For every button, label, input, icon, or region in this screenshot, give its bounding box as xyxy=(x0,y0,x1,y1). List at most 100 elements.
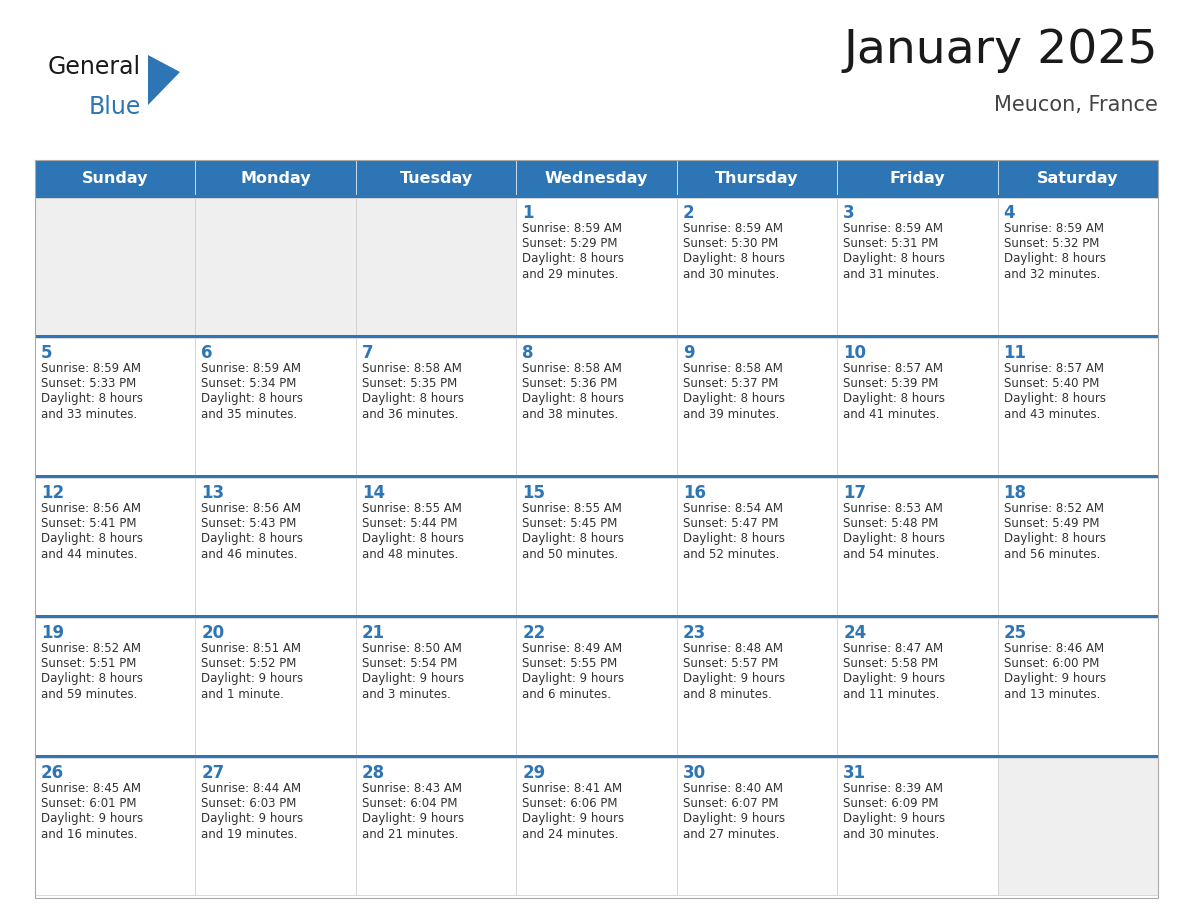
Text: Sunset: 5:45 PM: Sunset: 5:45 PM xyxy=(523,517,618,530)
Text: Sunrise: 8:57 AM: Sunrise: 8:57 AM xyxy=(843,362,943,375)
Text: 2: 2 xyxy=(683,204,694,222)
Text: 9: 9 xyxy=(683,344,694,362)
Text: Sunset: 6:06 PM: Sunset: 6:06 PM xyxy=(523,797,618,810)
Text: Sunrise: 8:49 AM: Sunrise: 8:49 AM xyxy=(523,642,623,655)
Text: 31: 31 xyxy=(843,764,866,782)
Text: Daylight: 8 hours
and 46 minutes.: Daylight: 8 hours and 46 minutes. xyxy=(202,532,303,561)
Text: Daylight: 9 hours
and 19 minutes.: Daylight: 9 hours and 19 minutes. xyxy=(202,812,304,841)
Text: Sunday: Sunday xyxy=(82,172,148,186)
Text: Sunrise: 8:45 AM: Sunrise: 8:45 AM xyxy=(42,782,141,795)
Text: Daylight: 8 hours
and 38 minutes.: Daylight: 8 hours and 38 minutes. xyxy=(523,392,624,421)
Text: Daylight: 8 hours
and 56 minutes.: Daylight: 8 hours and 56 minutes. xyxy=(1004,532,1106,561)
Text: Sunrise: 8:58 AM: Sunrise: 8:58 AM xyxy=(683,362,783,375)
Text: Sunset: 5:51 PM: Sunset: 5:51 PM xyxy=(42,657,137,670)
Text: Sunrise: 8:59 AM: Sunrise: 8:59 AM xyxy=(202,362,302,375)
Text: Sunrise: 8:59 AM: Sunrise: 8:59 AM xyxy=(523,222,623,235)
Text: Sunset: 5:55 PM: Sunset: 5:55 PM xyxy=(523,657,618,670)
Text: Sunrise: 8:59 AM: Sunrise: 8:59 AM xyxy=(843,222,943,235)
Text: 13: 13 xyxy=(202,484,225,502)
Text: Daylight: 9 hours
and 3 minutes.: Daylight: 9 hours and 3 minutes. xyxy=(362,672,465,701)
Text: Sunrise: 8:44 AM: Sunrise: 8:44 AM xyxy=(202,782,302,795)
Text: 20: 20 xyxy=(202,624,225,642)
Text: Sunrise: 8:54 AM: Sunrise: 8:54 AM xyxy=(683,502,783,515)
Text: Daylight: 9 hours
and 6 minutes.: Daylight: 9 hours and 6 minutes. xyxy=(523,672,625,701)
Text: Daylight: 8 hours
and 48 minutes.: Daylight: 8 hours and 48 minutes. xyxy=(362,532,463,561)
Text: Wednesday: Wednesday xyxy=(545,172,649,186)
Text: Sunset: 6:03 PM: Sunset: 6:03 PM xyxy=(202,797,297,810)
Text: 30: 30 xyxy=(683,764,706,782)
Text: Daylight: 9 hours
and 27 minutes.: Daylight: 9 hours and 27 minutes. xyxy=(683,812,785,841)
Text: 28: 28 xyxy=(362,764,385,782)
Text: Sunset: 5:30 PM: Sunset: 5:30 PM xyxy=(683,237,778,250)
Text: 17: 17 xyxy=(843,484,866,502)
Text: 23: 23 xyxy=(683,624,706,642)
Text: Sunrise: 8:59 AM: Sunrise: 8:59 AM xyxy=(683,222,783,235)
Text: 3: 3 xyxy=(843,204,855,222)
Text: Sunset: 5:31 PM: Sunset: 5:31 PM xyxy=(843,237,939,250)
Text: Daylight: 8 hours
and 41 minutes.: Daylight: 8 hours and 41 minutes. xyxy=(843,392,946,421)
Text: Daylight: 9 hours
and 24 minutes.: Daylight: 9 hours and 24 minutes. xyxy=(523,812,625,841)
Text: Sunrise: 8:41 AM: Sunrise: 8:41 AM xyxy=(523,782,623,795)
Text: Sunset: 5:35 PM: Sunset: 5:35 PM xyxy=(362,377,457,390)
Text: Sunrise: 8:47 AM: Sunrise: 8:47 AM xyxy=(843,642,943,655)
Text: Sunrise: 8:57 AM: Sunrise: 8:57 AM xyxy=(1004,362,1104,375)
Text: Daylight: 8 hours
and 32 minutes.: Daylight: 8 hours and 32 minutes. xyxy=(1004,252,1106,281)
Text: Blue: Blue xyxy=(89,95,141,119)
Text: Sunrise: 8:56 AM: Sunrise: 8:56 AM xyxy=(202,502,302,515)
Text: Sunset: 6:01 PM: Sunset: 6:01 PM xyxy=(42,797,137,810)
Text: 15: 15 xyxy=(523,484,545,502)
Text: 12: 12 xyxy=(42,484,64,502)
Text: Daylight: 8 hours
and 44 minutes.: Daylight: 8 hours and 44 minutes. xyxy=(42,532,143,561)
Text: 8: 8 xyxy=(523,344,533,362)
Text: Sunset: 5:33 PM: Sunset: 5:33 PM xyxy=(42,377,137,390)
Text: Sunrise: 8:40 AM: Sunrise: 8:40 AM xyxy=(683,782,783,795)
Text: 11: 11 xyxy=(1004,344,1026,362)
Text: 19: 19 xyxy=(42,624,64,642)
Text: Sunrise: 8:50 AM: Sunrise: 8:50 AM xyxy=(362,642,462,655)
Text: Sunset: 5:43 PM: Sunset: 5:43 PM xyxy=(202,517,297,530)
Text: Sunrise: 8:55 AM: Sunrise: 8:55 AM xyxy=(523,502,623,515)
Text: General: General xyxy=(48,55,140,79)
Text: Sunrise: 8:59 AM: Sunrise: 8:59 AM xyxy=(42,362,141,375)
Text: Sunset: 5:37 PM: Sunset: 5:37 PM xyxy=(683,377,778,390)
Text: Sunset: 5:36 PM: Sunset: 5:36 PM xyxy=(523,377,618,390)
Text: Sunset: 5:41 PM: Sunset: 5:41 PM xyxy=(42,517,137,530)
Text: Sunset: 5:57 PM: Sunset: 5:57 PM xyxy=(683,657,778,670)
Text: Sunset: 5:44 PM: Sunset: 5:44 PM xyxy=(362,517,457,530)
Text: Sunset: 5:32 PM: Sunset: 5:32 PM xyxy=(1004,237,1099,250)
Text: Sunset: 5:48 PM: Sunset: 5:48 PM xyxy=(843,517,939,530)
Text: Sunrise: 8:55 AM: Sunrise: 8:55 AM xyxy=(362,502,462,515)
Text: Sunset: 5:52 PM: Sunset: 5:52 PM xyxy=(202,657,297,670)
Text: 10: 10 xyxy=(843,344,866,362)
Text: Daylight: 9 hours
and 1 minute.: Daylight: 9 hours and 1 minute. xyxy=(202,672,304,701)
Text: 4: 4 xyxy=(1004,204,1016,222)
Text: 24: 24 xyxy=(843,624,866,642)
Text: 25: 25 xyxy=(1004,624,1026,642)
Text: Tuesday: Tuesday xyxy=(399,172,473,186)
Text: Daylight: 8 hours
and 29 minutes.: Daylight: 8 hours and 29 minutes. xyxy=(523,252,624,281)
Text: Saturday: Saturday xyxy=(1037,172,1119,186)
Text: Daylight: 8 hours
and 59 minutes.: Daylight: 8 hours and 59 minutes. xyxy=(42,672,143,701)
Text: Daylight: 9 hours
and 30 minutes.: Daylight: 9 hours and 30 minutes. xyxy=(843,812,946,841)
Text: Sunrise: 8:56 AM: Sunrise: 8:56 AM xyxy=(42,502,141,515)
Text: 14: 14 xyxy=(362,484,385,502)
Text: 1: 1 xyxy=(523,204,533,222)
Text: Daylight: 9 hours
and 16 minutes.: Daylight: 9 hours and 16 minutes. xyxy=(42,812,143,841)
Text: Sunset: 5:40 PM: Sunset: 5:40 PM xyxy=(1004,377,1099,390)
Text: 6: 6 xyxy=(202,344,213,362)
Text: Sunset: 5:49 PM: Sunset: 5:49 PM xyxy=(1004,517,1099,530)
Text: Sunrise: 8:46 AM: Sunrise: 8:46 AM xyxy=(1004,642,1104,655)
Text: 27: 27 xyxy=(202,764,225,782)
Text: Sunset: 6:07 PM: Sunset: 6:07 PM xyxy=(683,797,778,810)
Text: Sunrise: 8:48 AM: Sunrise: 8:48 AM xyxy=(683,642,783,655)
Text: Daylight: 9 hours
and 11 minutes.: Daylight: 9 hours and 11 minutes. xyxy=(843,672,946,701)
Text: Daylight: 8 hours
and 39 minutes.: Daylight: 8 hours and 39 minutes. xyxy=(683,392,785,421)
Text: Thursday: Thursday xyxy=(715,172,798,186)
Text: Sunset: 5:47 PM: Sunset: 5:47 PM xyxy=(683,517,778,530)
Text: 16: 16 xyxy=(683,484,706,502)
Text: Sunset: 5:34 PM: Sunset: 5:34 PM xyxy=(202,377,297,390)
Text: Daylight: 9 hours
and 21 minutes.: Daylight: 9 hours and 21 minutes. xyxy=(362,812,465,841)
Text: 7: 7 xyxy=(362,344,373,362)
Text: Daylight: 9 hours
and 8 minutes.: Daylight: 9 hours and 8 minutes. xyxy=(683,672,785,701)
Text: Daylight: 8 hours
and 43 minutes.: Daylight: 8 hours and 43 minutes. xyxy=(1004,392,1106,421)
